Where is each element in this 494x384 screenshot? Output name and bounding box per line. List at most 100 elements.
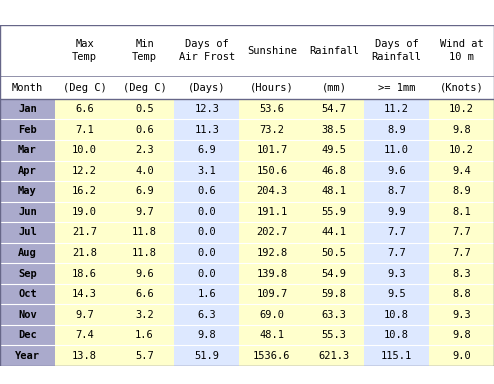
Text: 54.9: 54.9: [322, 268, 347, 278]
Text: 44.1: 44.1: [322, 227, 347, 237]
Text: 1536.6: 1536.6: [253, 351, 290, 361]
Text: 13.8: 13.8: [72, 351, 97, 361]
Bar: [429, 76, 494, 99]
Bar: [115, 99, 174, 119]
Bar: [0, 346, 55, 366]
Text: 139.8: 139.8: [256, 268, 288, 278]
Bar: [304, 181, 364, 202]
Bar: [174, 222, 240, 243]
Text: Min
Temp: Min Temp: [132, 40, 157, 62]
Bar: [304, 140, 364, 161]
Text: 9.0: 9.0: [452, 351, 471, 361]
Text: 150.6: 150.6: [256, 166, 288, 176]
Bar: [115, 222, 174, 243]
Bar: [429, 222, 494, 243]
Text: 38.5: 38.5: [322, 125, 347, 135]
Bar: [55, 181, 115, 202]
Bar: [115, 325, 174, 346]
Bar: [304, 99, 364, 119]
Bar: [55, 305, 115, 325]
Bar: [174, 25, 240, 76]
Bar: [429, 99, 494, 119]
Bar: [174, 140, 240, 161]
Bar: [240, 222, 304, 243]
Bar: [0, 325, 55, 346]
Text: 14.3: 14.3: [72, 289, 97, 299]
Text: 10.0: 10.0: [72, 145, 97, 155]
Text: (Days): (Days): [188, 83, 226, 93]
Bar: [115, 119, 174, 140]
Text: 11.3: 11.3: [195, 125, 219, 135]
Text: 10.2: 10.2: [449, 145, 474, 155]
Text: 50.5: 50.5: [322, 248, 347, 258]
Text: 12.2: 12.2: [72, 166, 97, 176]
Bar: [364, 325, 429, 346]
Bar: [174, 119, 240, 140]
Bar: [174, 305, 240, 325]
Bar: [55, 25, 115, 76]
Bar: [304, 25, 364, 76]
Bar: [304, 325, 364, 346]
Text: 8.8: 8.8: [452, 289, 471, 299]
Bar: [174, 284, 240, 305]
Text: 9.4: 9.4: [452, 166, 471, 176]
Text: 2.3: 2.3: [135, 145, 154, 155]
Bar: [0, 99, 55, 119]
Bar: [429, 202, 494, 222]
Text: 8.9: 8.9: [387, 125, 406, 135]
Text: 109.7: 109.7: [256, 289, 288, 299]
Text: 55.3: 55.3: [322, 330, 347, 340]
Bar: [55, 202, 115, 222]
Text: Oct: Oct: [18, 289, 37, 299]
Text: 8.9: 8.9: [452, 186, 471, 196]
Text: 9.3: 9.3: [387, 268, 406, 278]
Text: 9.3: 9.3: [452, 310, 471, 319]
Bar: [0, 284, 55, 305]
Bar: [429, 284, 494, 305]
Bar: [304, 263, 364, 284]
Bar: [174, 263, 240, 284]
Text: 6.3: 6.3: [198, 310, 216, 319]
Text: 21.8: 21.8: [72, 248, 97, 258]
Text: 8.1: 8.1: [452, 207, 471, 217]
Text: 5.7: 5.7: [135, 351, 154, 361]
Text: 621.3: 621.3: [319, 351, 350, 361]
Bar: [0, 263, 55, 284]
Bar: [429, 243, 494, 263]
Bar: [429, 25, 494, 76]
Text: 4.0: 4.0: [135, 166, 154, 176]
Bar: [115, 346, 174, 366]
Text: 9.9: 9.9: [387, 207, 406, 217]
Text: 48.1: 48.1: [259, 330, 285, 340]
Bar: [429, 263, 494, 284]
Bar: [240, 140, 304, 161]
Bar: [0, 222, 55, 243]
Text: Dec: Dec: [18, 330, 37, 340]
Bar: [0, 243, 55, 263]
Bar: [0, 76, 55, 99]
Text: Sep: Sep: [18, 268, 37, 278]
Text: 192.8: 192.8: [256, 248, 288, 258]
Bar: [304, 76, 364, 99]
Text: 6.6: 6.6: [75, 104, 94, 114]
Bar: [364, 346, 429, 366]
Bar: [55, 140, 115, 161]
Text: 11.2: 11.2: [384, 104, 409, 114]
Bar: [304, 346, 364, 366]
Bar: [364, 76, 429, 99]
Text: Sunshine: Sunshine: [247, 46, 297, 56]
Text: (mm): (mm): [322, 83, 347, 93]
Bar: [0, 181, 55, 202]
Text: 21.7: 21.7: [72, 227, 97, 237]
Bar: [304, 305, 364, 325]
Bar: [115, 284, 174, 305]
Text: 10.8: 10.8: [384, 330, 409, 340]
Bar: [304, 202, 364, 222]
Bar: [174, 346, 240, 366]
Bar: [364, 202, 429, 222]
Text: 7.7: 7.7: [452, 248, 471, 258]
Text: Rainfall: Rainfall: [309, 46, 359, 56]
Bar: [364, 284, 429, 305]
Text: Max
Temp: Max Temp: [72, 40, 97, 62]
Text: 3.2: 3.2: [135, 310, 154, 319]
